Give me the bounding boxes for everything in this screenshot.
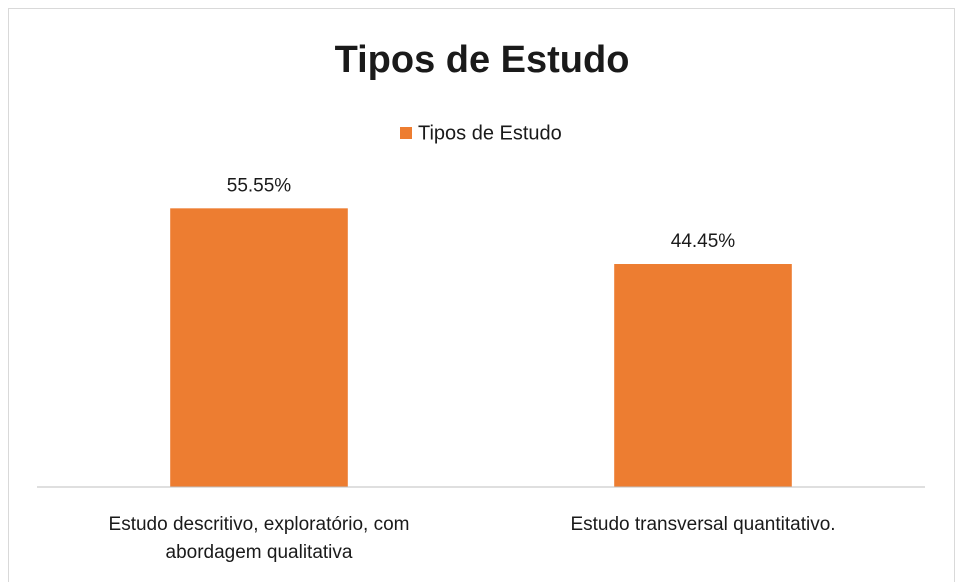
chart-title: Tipos de Estudo <box>335 39 630 81</box>
legend-swatch <box>400 127 412 139</box>
x-tick-label: Estudo transversal quantitativo. <box>570 514 836 535</box>
bar <box>614 264 792 487</box>
chart-border <box>8 8 955 582</box>
value-label: 44.45% <box>671 231 736 252</box>
legend-label: Tipos de Estudo <box>418 122 562 144</box>
x-tick-label: Estudo descritivo, exploratório, com abo… <box>108 514 410 563</box>
bar <box>170 208 348 488</box>
value-label: 55.55% <box>227 175 292 196</box>
